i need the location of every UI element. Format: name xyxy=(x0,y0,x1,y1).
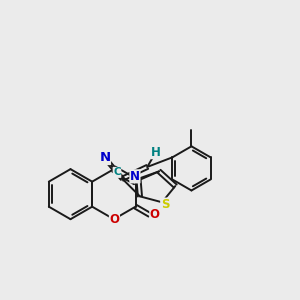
Text: N: N xyxy=(99,152,110,164)
Text: S: S xyxy=(161,198,169,211)
Text: H: H xyxy=(151,146,161,159)
Text: N: N xyxy=(130,170,140,183)
Text: O: O xyxy=(110,213,119,226)
Text: C: C xyxy=(113,167,121,177)
Text: O: O xyxy=(150,208,160,221)
